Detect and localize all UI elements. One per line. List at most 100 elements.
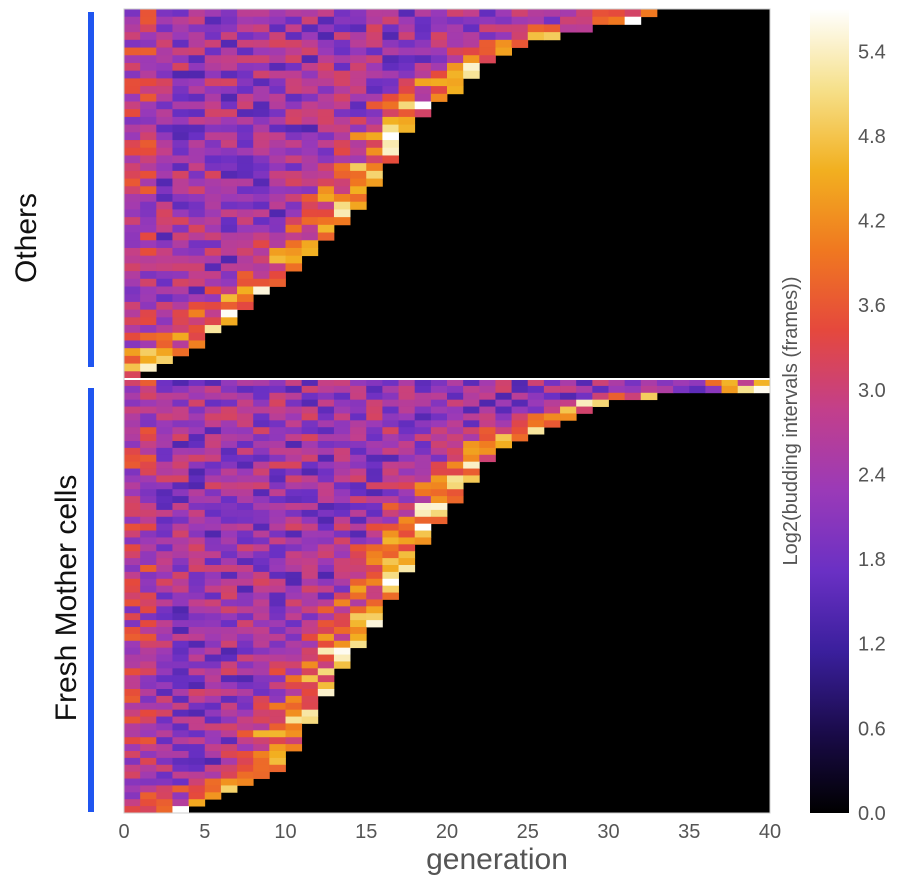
heatmap-cell [188,558,206,566]
heatmap-cell [188,578,206,587]
heatmap-cell [220,209,238,218]
heatmap-cell [301,70,319,79]
heatmap-cell [350,132,367,141]
heatmap-cell [204,544,222,552]
heatmap-cell [398,109,416,118]
heatmap-cell [220,523,238,531]
heatmap-cell [124,406,141,414]
heatmap-cell [156,309,173,318]
heatmap-cell [608,379,626,387]
heatmap-cell [333,468,351,476]
heatmap-cell [253,702,270,711]
heatmap-cell [124,475,141,483]
heatmap-cell [527,32,545,41]
heatmap-cell [576,406,593,414]
heatmap-cell [172,32,189,41]
heatmap-cell [140,503,157,511]
heatmap-cell [237,744,254,752]
heatmap-cell [124,278,141,287]
heatmap-cell [124,301,141,311]
heatmap-cell [269,675,286,683]
heatmap-cell [124,482,141,490]
heatmap-cell [124,778,141,786]
heatmap-cell [269,232,286,241]
heatmap-cell [188,155,206,164]
heatmap-cell [253,420,270,428]
heatmap-cell [447,24,464,33]
heatmap-cell [269,9,286,18]
heatmap-cell [366,489,383,497]
heatmap-cell [253,509,270,518]
heatmap-cell [350,124,367,133]
heatmap-cell [253,764,270,773]
heatmap-cell [350,441,367,449]
heatmap-cell [220,413,238,421]
heatmap-cell [204,461,222,469]
heatmap-cell [188,475,206,483]
heatmap-cell [430,24,448,33]
heatmap-cell [285,654,303,662]
heatmap-cell [237,633,254,642]
heatmap-cell [188,730,206,738]
heatmap-cell [366,441,383,449]
heatmap-cell [333,147,351,156]
heatmap-cell [253,9,270,18]
heatmap-cell [253,186,270,195]
heatmap-cell [253,286,270,295]
heatmap-cell [253,503,270,511]
heatmap-cell [317,413,335,421]
colorbar-tick-label: 3.0 [858,380,886,402]
heatmap-cell [253,537,270,545]
heatmap-cell [398,406,416,414]
heatmap-cell [237,503,254,511]
heatmap-cell [124,147,141,156]
heatmap-cell [382,447,399,456]
heatmap-cell [463,9,480,18]
heatmap-cell [253,475,270,483]
heatmap-cell [220,585,238,593]
heatmap-cell [124,771,141,779]
heatmap-cell [237,441,254,449]
heatmap-cell [124,392,141,401]
heatmap-cell [269,530,286,538]
heatmap-cell [463,24,480,33]
heatmap-cell [333,379,351,387]
colorbar [810,9,849,813]
heatmap-cell [237,147,254,156]
heatmap-cell [172,255,189,264]
heatmap-cell [656,385,674,394]
heatmap-cell [366,9,383,18]
heatmap-cell [560,9,577,18]
heatmap-cell [285,627,303,635]
heatmap-cell [430,9,448,18]
heatmap-cell [172,16,189,25]
heatmap-cell [269,427,286,435]
heatmap-cell [317,16,335,25]
heatmap-cell [253,132,270,141]
heatmap-cell [156,140,173,149]
heatmap-cell [624,9,642,18]
heatmap-cell [301,116,319,126]
heatmap-cell [269,757,286,766]
heatmap-cell [317,201,335,210]
heatmap-cell [188,627,206,635]
heatmap-cell [495,413,512,421]
heatmap-cell [560,392,577,401]
heatmap-cell [188,647,206,655]
heatmap-cell [172,509,189,518]
heatmap-cell [350,155,367,164]
heatmap-cell [447,482,464,490]
heatmap-cell [269,668,286,676]
heatmap-cell [560,406,577,414]
heatmap-cell [366,32,383,41]
heatmap-cell [269,702,286,711]
heatmap-cell [172,155,189,164]
heatmap-cell [511,427,529,435]
heatmap-cell [253,224,270,233]
heatmap-cell [140,668,157,676]
heatmap-cell [301,170,319,179]
heatmap-cell [124,689,141,697]
heatmap-cell [188,78,206,87]
heatmap-cell [350,170,367,179]
heatmap-cell [124,355,141,364]
